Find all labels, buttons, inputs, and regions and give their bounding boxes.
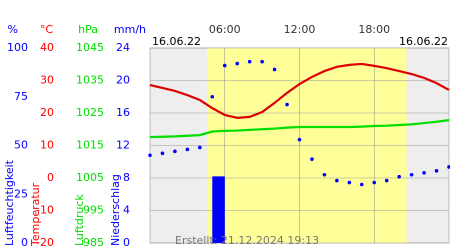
humidity-point [198, 145, 202, 150]
y-tick-label: 985 [83, 236, 104, 249]
humidity-point [173, 149, 177, 154]
y-tick-label: 100 [7, 41, 28, 54]
y-tick-label: -20 [36, 236, 54, 249]
y-tick-label: 8 [123, 171, 130, 184]
axis-unit: % [8, 23, 18, 36]
humidity-point [247, 59, 252, 64]
y-tick-label: 1025 [76, 106, 104, 119]
humidity-point [447, 165, 450, 169]
humidity-point [347, 180, 352, 185]
humidity-point [148, 153, 152, 158]
humidity-point [235, 61, 240, 66]
y-tick-label: 75 [14, 90, 28, 103]
x-tick-label: 18:00 [358, 23, 390, 36]
y-tick-label: 0 [123, 236, 130, 249]
axis-unit: hPa [78, 23, 98, 36]
humidity-point [297, 137, 302, 142]
humidity-point [272, 67, 277, 72]
y-tick-label: 20 [40, 106, 54, 119]
axis-title: Temperatur [29, 182, 42, 247]
axis-title: Luftdruck [73, 194, 86, 246]
humidity-point [222, 63, 227, 68]
precip-bar [212, 176, 225, 243]
humidity-point [372, 180, 377, 185]
y-tick-label: 1015 [76, 139, 104, 152]
y-tick-label: 1005 [76, 171, 104, 184]
series-line [149, 62, 450, 119]
humidity-point [160, 151, 165, 156]
y-tick-label: 10 [40, 139, 54, 152]
humidity-point [397, 174, 401, 179]
axis-title: Luftfeuchtigkeit [3, 159, 16, 246]
humidity-point [422, 171, 426, 175]
humidity-point [310, 157, 314, 161]
humidity-point [185, 147, 190, 152]
date-end: 16.06.22 [399, 35, 448, 48]
humidity-point [210, 94, 215, 99]
humidity-point [359, 182, 364, 187]
y-tick-label: 1045 [76, 41, 104, 54]
humidity-point [285, 102, 289, 107]
x-tick-label: 06:00 [209, 23, 241, 36]
humidity-point [409, 172, 414, 177]
y-tick-label: 1035 [76, 74, 104, 87]
y-tick-label: 16 [116, 106, 130, 119]
series-line [149, 119, 450, 139]
humidity-point [335, 178, 339, 183]
humidity-point [322, 172, 327, 177]
humidity-point [260, 59, 264, 64]
y-tick-label: 0 [47, 171, 54, 184]
y-tick-label: 995 [83, 204, 104, 217]
y-tick-label: -10 [36, 204, 54, 217]
y-tick-label: 4 [123, 204, 130, 217]
date-start: 16.06.22 [152, 35, 201, 48]
y-tick-label: 24 [116, 41, 130, 54]
y-tick-label: 40 [40, 41, 54, 54]
axis-title: Niederschlag [109, 174, 122, 246]
y-tick-label: 20 [116, 74, 130, 87]
x-tick-label: 12:00 [284, 23, 316, 36]
y-tick-label: 25 [14, 187, 28, 200]
y-tick-label: 12 [116, 139, 130, 152]
humidity-point [384, 178, 389, 183]
y-tick-label: 50 [14, 139, 28, 152]
axis-unit: °C [40, 23, 54, 36]
axis-unit: mm/h [114, 23, 146, 36]
y-tick-label: 30 [40, 74, 54, 87]
y-tick-label: 0 [21, 236, 28, 249]
created-note: Erstellt: 21.12.2024 19:13 [175, 234, 319, 247]
humidity-point [434, 169, 439, 173]
